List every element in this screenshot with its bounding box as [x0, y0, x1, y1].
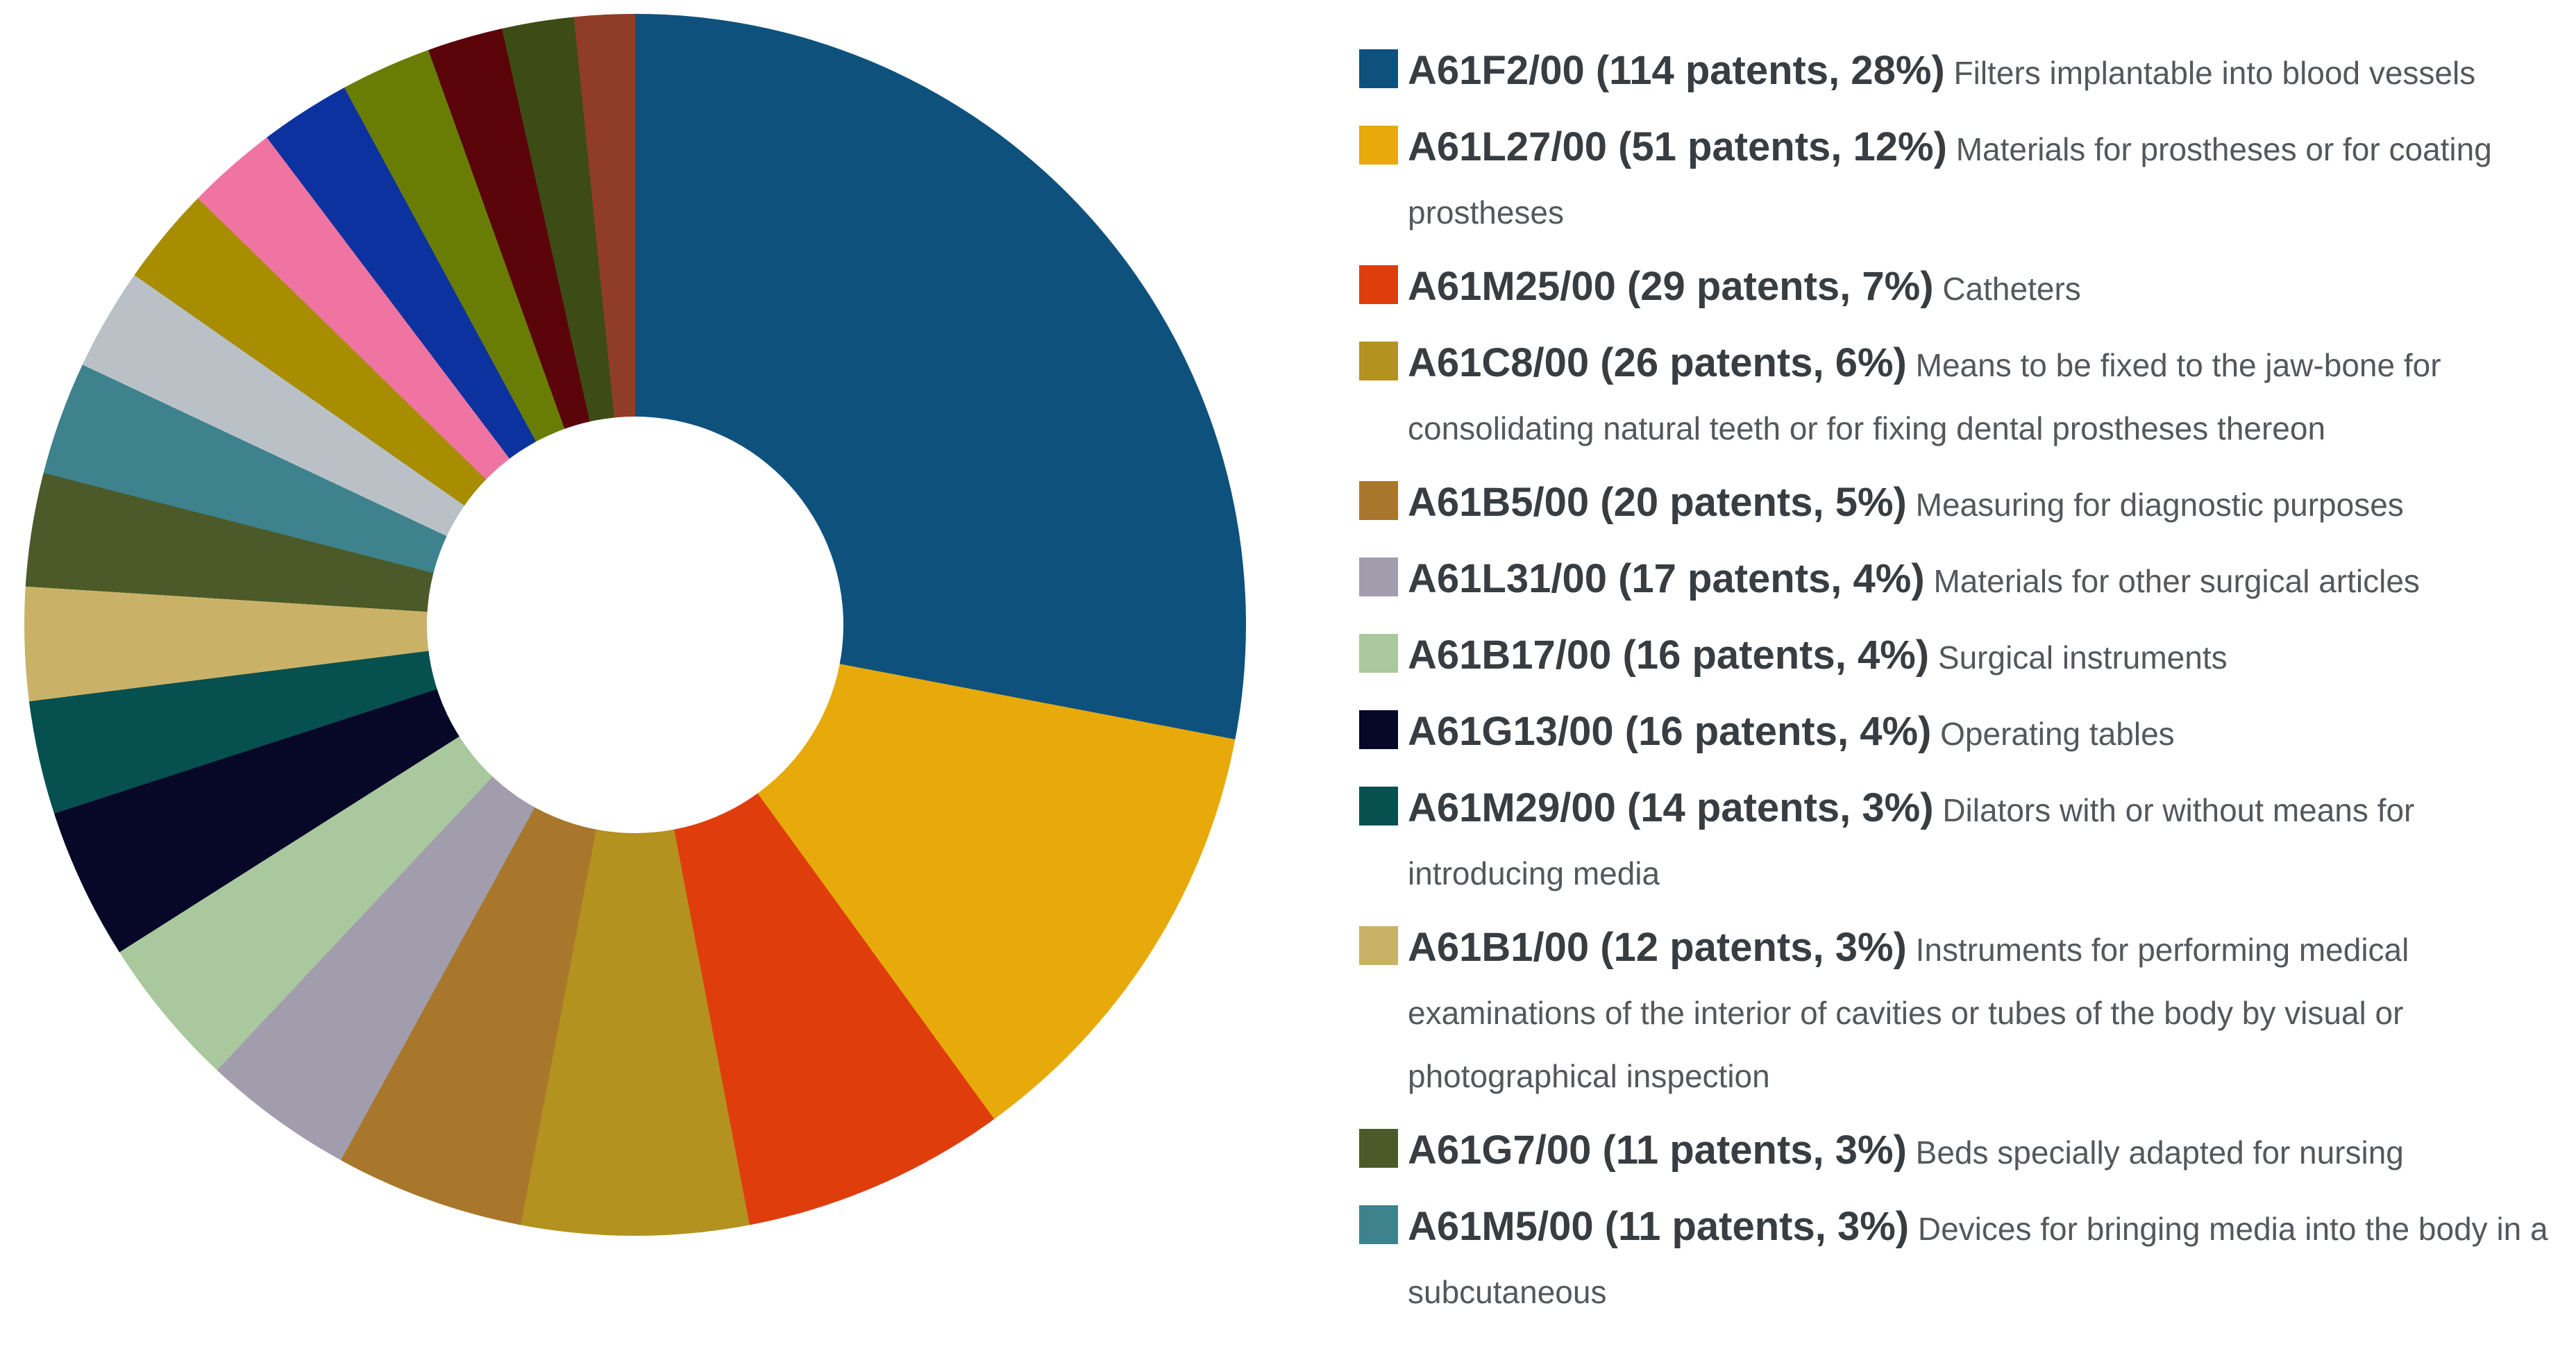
legend: A61F2/00 (114 patents, 28%) Filters impl…	[1359, 39, 2567, 1334]
legend-item-a61m29-00[interactable]: A61M29/00 (14 patents, 3%) Dilators with…	[1359, 776, 2567, 905]
legend-description: Measuring for diagnostic purposes	[1915, 487, 2404, 523]
legend-text: A61B5/00 (20 patents, 5%) Measuring for …	[1408, 471, 2567, 537]
legend-label: A61F2/00 (114 patents, 28%)	[1408, 48, 1945, 93]
donut-chart[interactable]	[24, 14, 1246, 1236]
legend-description: Beds specially adapted for nursing	[1915, 1134, 2404, 1171]
legend-label: A61C8/00 (26 patents, 6%)	[1408, 340, 1907, 385]
legend-item-a61m5-00[interactable]: A61M5/00 (11 patents, 3%) Devices for br…	[1359, 1195, 2567, 1324]
legend-swatch-icon	[1359, 1205, 1398, 1244]
legend-text: A61B1/00 (12 patents, 3%) Instruments fo…	[1408, 916, 2567, 1108]
legend-label: A61L31/00 (17 patents, 4%)	[1408, 556, 1925, 601]
legend-text: A61C8/00 (26 patents, 6%) Means to be fi…	[1408, 331, 2567, 460]
legend-description: Materials for other surgical articles	[1933, 563, 2420, 599]
legend-item-a61b1-00[interactable]: A61B1/00 (12 patents, 3%) Instruments fo…	[1359, 916, 2567, 1108]
legend-description: Means to be fixed to the jaw-bone for co…	[1408, 347, 2441, 446]
legend-description: Instruments for performing medical exami…	[1408, 932, 2409, 1094]
legend-description: Filters implantable into blood vessels	[1953, 55, 2476, 91]
legend-label: A61M29/00 (14 patents, 3%)	[1408, 785, 1934, 830]
legend-description: Catheters	[1942, 271, 2081, 307]
legend-text: A61M5/00 (11 patents, 3%) Devices for br…	[1408, 1195, 2567, 1324]
legend-item-a61c8-00[interactable]: A61C8/00 (26 patents, 6%) Means to be fi…	[1359, 331, 2567, 460]
legend-text: A61G7/00 (11 patents, 3%) Beds specially…	[1408, 1118, 2567, 1184]
legend-item-a61b5-00[interactable]: A61B5/00 (20 patents, 5%) Measuring for …	[1359, 471, 2567, 537]
legend-text: A61L31/00 (17 patents, 4%) Materials for…	[1408, 547, 2567, 613]
legend-text: A61M25/00 (29 patents, 7%) Catheters	[1408, 255, 2567, 321]
legend-label: A61M5/00 (11 patents, 3%)	[1408, 1204, 1910, 1249]
legend-description: Dilators with or without means for intro…	[1408, 792, 2415, 891]
legend-description: Operating tables	[1940, 716, 2175, 752]
legend-description: Devices for bringing media into the body…	[1408, 1211, 2548, 1310]
legend-item-a61m25-00[interactable]: A61M25/00 (29 patents, 7%) Catheters	[1359, 255, 2567, 321]
legend-swatch-icon	[1359, 49, 1398, 88]
legend-swatch-icon	[1359, 787, 1398, 825]
legend-swatch-icon	[1359, 481, 1398, 520]
legend-label: A61B17/00 (16 patents, 4%)	[1408, 632, 1930, 678]
legend-item-a61l27-00[interactable]: A61L27/00 (51 patents, 12%) Materials fo…	[1359, 115, 2567, 244]
legend-text: A61M29/00 (14 patents, 3%) Dilators with…	[1408, 776, 2567, 905]
legend-swatch-icon	[1359, 926, 1398, 965]
legend-item-a61g13-00[interactable]: A61G13/00 (16 patents, 4%) Operating tab…	[1359, 700, 2567, 766]
legend-swatch-icon	[1359, 710, 1398, 749]
legend-text: A61L27/00 (51 patents, 12%) Materials fo…	[1408, 115, 2567, 244]
legend-swatch-icon	[1359, 342, 1398, 380]
legend-item-a61l31-00[interactable]: A61L31/00 (17 patents, 4%) Materials for…	[1359, 547, 2567, 613]
legend-swatch-icon	[1359, 1129, 1398, 1168]
donut-hole	[427, 417, 843, 833]
legend-text: A61F2/00 (114 patents, 28%) Filters impl…	[1408, 39, 2567, 105]
legend-label: A61B1/00 (12 patents, 3%)	[1408, 925, 1907, 970]
legend-label: A61L27/00 (51 patents, 12%)	[1408, 124, 1947, 169]
legend-swatch-icon	[1359, 126, 1398, 165]
legend-description: Surgical instruments	[1937, 639, 2228, 676]
legend-swatch-icon	[1359, 558, 1398, 596]
legend-swatch-icon	[1359, 634, 1398, 673]
legend-description: Materials for prostheses or for coating …	[1408, 131, 2492, 230]
legend-label: A61B5/00 (20 patents, 5%)	[1408, 480, 1907, 525]
legend-label: A61G7/00 (11 patents, 3%)	[1408, 1128, 1907, 1173]
legend-item-a61g7-00[interactable]: A61G7/00 (11 patents, 3%) Beds specially…	[1359, 1118, 2567, 1184]
legend-label: A61G13/00 (16 patents, 4%)	[1408, 709, 1932, 754]
legend-label: A61M25/00 (29 patents, 7%)	[1408, 264, 1934, 309]
legend-text: A61G13/00 (16 patents, 4%) Operating tab…	[1408, 700, 2567, 766]
legend-text: A61B17/00 (16 patents, 4%) Surgical inst…	[1408, 623, 2567, 689]
legend-swatch-icon	[1359, 265, 1398, 304]
legend-item-a61b17-00[interactable]: A61B17/00 (16 patents, 4%) Surgical inst…	[1359, 623, 2567, 689]
legend-item-a61f2-00[interactable]: A61F2/00 (114 patents, 28%) Filters impl…	[1359, 39, 2567, 105]
